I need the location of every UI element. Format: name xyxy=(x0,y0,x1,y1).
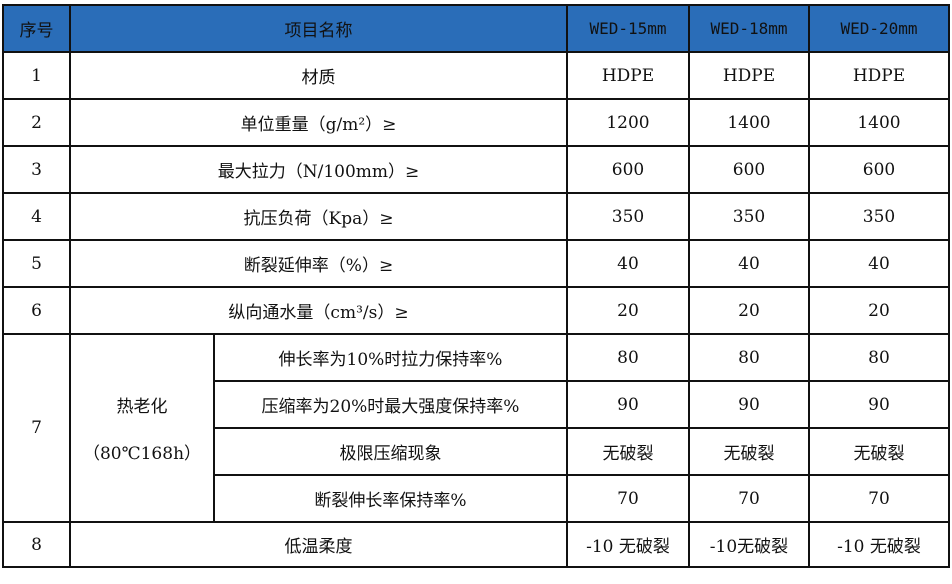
value-cell: 80 xyxy=(688,333,810,382)
table-row: 8 低温柔度 -10 无破裂 -10无破裂 -10 无破裂 xyxy=(2,521,950,568)
group-name: 热老化 xyxy=(116,397,168,417)
table-row: 3 最大拉力（N/100mm）≥ 600 600 600 xyxy=(2,145,950,194)
row-number: 1 xyxy=(2,51,71,100)
header-model: WED-15mm xyxy=(566,4,690,53)
item-name: 低温柔度 xyxy=(69,521,568,568)
group-condition: （80℃168h） xyxy=(82,444,202,464)
value-cell: -10无破裂 xyxy=(688,521,810,568)
value-cell: 1400 xyxy=(808,98,950,147)
header-row: 序号 项目名称 WED-15mm WED-18mm WED-20mm xyxy=(2,4,950,53)
row-number: 3 xyxy=(2,145,71,194)
value-cell: 70 xyxy=(808,474,950,523)
value-cell: 1400 xyxy=(688,98,810,147)
row-number: 6 xyxy=(2,286,71,335)
value-cell: 无破裂 xyxy=(566,427,690,476)
table-row: 1 材质 HDPE HDPE HDPE xyxy=(2,51,950,100)
value-cell: 600 xyxy=(566,145,690,194)
value-cell: -10 无破裂 xyxy=(808,521,950,568)
value-cell: 350 xyxy=(688,192,810,241)
header-item: 项目名称 xyxy=(69,4,568,53)
value-cell: 90 xyxy=(566,380,690,429)
item-name: 断裂伸长率保持率% xyxy=(213,474,568,523)
value-cell: 20 xyxy=(808,286,950,335)
table-row: 断裂伸长率保持率% 70 70 70 xyxy=(3,474,950,523)
value-cell: 80 xyxy=(808,333,950,382)
header-model: WED-18mm xyxy=(688,4,810,53)
value-cell: 无破裂 xyxy=(808,427,950,476)
value-cell: 600 xyxy=(688,145,810,194)
value-cell: 40 xyxy=(808,239,950,288)
value-cell: 20 xyxy=(688,286,810,335)
row-number: 2 xyxy=(2,98,71,147)
group-cell: 热老化 （80℃168h） xyxy=(69,333,215,523)
value-cell: HDPE xyxy=(808,51,950,100)
header-model: WED-20mm xyxy=(808,4,950,53)
row-number: 5 xyxy=(2,239,71,288)
table-row: 极限压缩现象 无破裂 无破裂 无破裂 xyxy=(3,427,950,476)
table-row: 4 抗压负荷（Kpa）≥ 350 350 350 xyxy=(2,192,950,241)
item-name: 极限压缩现象 xyxy=(213,427,568,476)
value-cell: 20 xyxy=(566,286,690,335)
value-cell: HDPE xyxy=(688,51,810,100)
item-name: 压缩率为20%时最大强度保持率% xyxy=(213,380,568,429)
row-number: 7 xyxy=(2,333,71,523)
item-name: 纵向通水量（cm³/s）≥ xyxy=(69,286,568,335)
value-cell: 90 xyxy=(808,380,950,429)
item-name: 抗压负荷（Kpa）≥ xyxy=(69,192,568,241)
item-name: 材质 xyxy=(69,51,568,100)
value-cell: 40 xyxy=(688,239,810,288)
value-cell: 1200 xyxy=(566,98,690,147)
table-row: 5 断裂延伸率（%）≥ 40 40 40 xyxy=(2,239,950,288)
spec-table: 序号 项目名称 WED-15mm WED-18mm WED-20mm 1 材质 HD… xyxy=(2,4,950,568)
row-number: 8 xyxy=(2,521,71,568)
value-cell: HDPE xyxy=(566,51,690,100)
item-name: 伸长率为10%时拉力保持率% xyxy=(213,333,568,382)
table-row: 6 纵向通水量（cm³/s）≥ 20 20 20 xyxy=(2,286,950,335)
table-row: 7 热老化 （80℃168h） 伸长率为10%时拉力保持率% 80 80 80 xyxy=(2,333,950,523)
value-cell: 80 xyxy=(566,333,690,382)
value-cell: 600 xyxy=(808,145,950,194)
value-cell: 70 xyxy=(566,474,690,523)
value-cell: 350 xyxy=(808,192,950,241)
header-no: 序号 xyxy=(2,4,71,53)
value-cell: 70 xyxy=(688,474,810,523)
table-row: 压缩率为20%时最大强度保持率% 90 90 90 xyxy=(3,380,950,429)
table-row: 2 单位重量（g/m²）≥ 1200 1400 1400 xyxy=(2,98,950,147)
value-cell: -10 无破裂 xyxy=(566,521,690,568)
item-name: 单位重量（g/m²）≥ xyxy=(69,98,568,147)
row-number: 4 xyxy=(2,192,71,241)
value-cell: 无破裂 xyxy=(688,427,810,476)
item-name: 最大拉力（N/100mm）≥ xyxy=(69,145,568,194)
item-name: 断裂延伸率（%）≥ xyxy=(69,239,568,288)
value-cell: 40 xyxy=(566,239,690,288)
value-cell: 350 xyxy=(566,192,690,241)
value-cell: 90 xyxy=(688,380,810,429)
